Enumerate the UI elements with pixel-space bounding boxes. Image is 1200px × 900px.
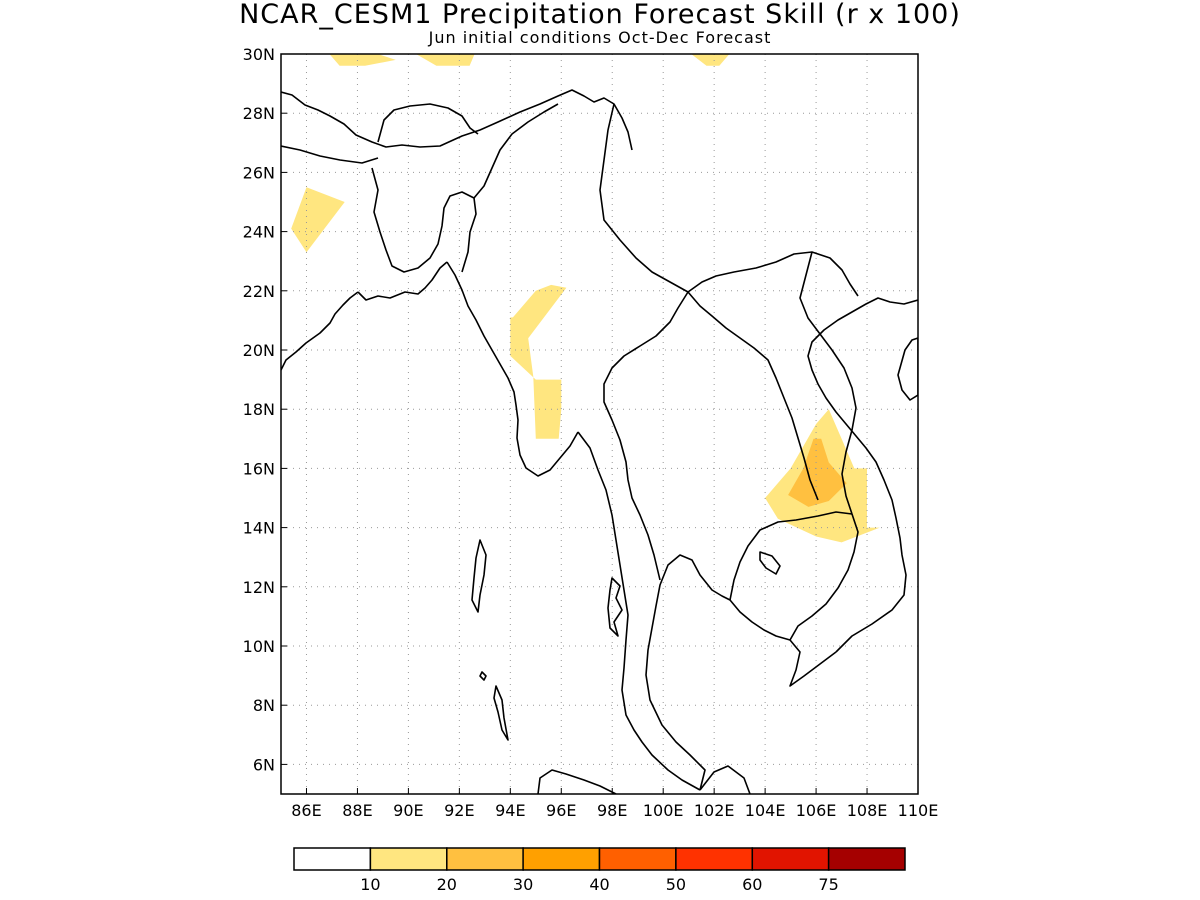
skill-region-4 — [291, 187, 345, 253]
myanmar-thailand-border — [603, 291, 689, 581]
lat-tick-label: 18N — [243, 400, 275, 419]
malaysia-coast — [699, 765, 751, 794]
colorbar-bin-4 — [522, 847, 601, 871]
colorbar-label: 30 — [513, 875, 533, 894]
skill-region-2 — [416, 54, 475, 66]
lon-tick-label: 110E — [898, 801, 939, 820]
longitude-tick-labels: 86E 88E 90E 92E 94E 96E 98E 100E 102E 104E 106E 108… — [291, 801, 938, 820]
cambodia-vietnam-border — [789, 513, 859, 641]
lon-tick-label: 92E — [444, 801, 474, 820]
colorbar-label: 60 — [742, 875, 762, 894]
lat-tick-label: 28N — [243, 104, 275, 123]
colorbar-label: 50 — [666, 875, 686, 894]
lat-tick-label: 16N — [243, 459, 275, 478]
lat-tick-label: 30N — [243, 45, 275, 64]
andaman-islands-south — [479, 671, 487, 681]
skill-region-7 — [788, 438, 847, 507]
colorbar-label: 20 — [437, 875, 457, 894]
lat-tick-label: 10N — [243, 637, 275, 656]
lat-tick-label: 8N — [253, 696, 275, 715]
tonle-sap-lake — [759, 551, 781, 575]
andaman-islands — [471, 539, 487, 613]
lon-tick-label: 102E — [694, 801, 735, 820]
colorbar-bin-6 — [675, 847, 754, 871]
myanmar-china-border — [599, 103, 689, 293]
laos-vietnam-north-border — [687, 251, 859, 297]
map-subtitle: Jun initial conditions Oct-Dec Forecast — [428, 28, 772, 47]
colorbar-bin-3 — [446, 847, 524, 871]
skill-region-5 — [492, 284, 577, 439]
lat-tick-label: 26N — [243, 163, 275, 182]
lat-tick-label: 24N — [243, 223, 275, 242]
hainan-coast — [897, 337, 918, 401]
lat-tick-label: 14N — [243, 519, 275, 538]
colorbar-bin-8 — [827, 847, 906, 871]
sumatra-coast — [537, 769, 617, 794]
gulf-of-thailand-coast — [645, 554, 837, 791]
lon-tick-label: 108E — [847, 801, 888, 820]
bhutan-border — [377, 103, 479, 143]
lon-tick-label: 104E — [745, 801, 786, 820]
colorbar: 10 20 30 40 50 60 75 — [293, 847, 906, 894]
lon-tick-label: 106E — [796, 801, 837, 820]
colorbar-label: 75 — [818, 875, 838, 894]
latitude-tick-labels: 6N 8N 10N 12N 14N 16N 18N 20N 22N 24N 26N 28N 30N — [243, 45, 275, 774]
thailand-cambodia-border — [729, 511, 853, 601]
peninsula-west-coast — [577, 431, 701, 791]
lat-tick-label: 20N — [243, 341, 275, 360]
colorbar-bin-5 — [598, 847, 677, 871]
bangladesh-coast — [357, 261, 448, 301]
skill-shading-layer — [291, 54, 880, 543]
nepal-bhutan-border — [281, 89, 633, 151]
skill-region-1 — [329, 54, 396, 66]
myanmar-india-border — [473, 103, 559, 199]
bangladesh-border — [371, 167, 477, 273]
colorbar-bin-7 — [751, 847, 830, 871]
lon-tick-label: 86E — [291, 801, 321, 820]
colorbar-bin-2 — [369, 847, 448, 871]
lat-tick-label: 22N — [243, 282, 275, 301]
lon-tick-label: 100E — [643, 801, 684, 820]
skill-region-3 — [691, 54, 730, 66]
coastlines-and-borders — [281, 89, 918, 794]
nepal-south-border — [281, 145, 379, 164]
colorbar-bin-1 — [293, 847, 372, 871]
graticule — [281, 53, 919, 794]
myanmar-west-coast — [446, 261, 579, 477]
mergui-archipelago — [607, 577, 623, 637]
lon-tick-label: 90E — [393, 801, 423, 820]
lon-tick-label: 94E — [495, 801, 525, 820]
india-east-coast — [281, 291, 359, 371]
lat-tick-label: 6N — [253, 755, 275, 774]
nicobar-islands — [493, 685, 509, 741]
lon-tick-label: 98E — [597, 801, 627, 820]
colorbar-label: 40 — [589, 875, 609, 894]
laos-vietnam-border — [799, 251, 857, 515]
map-title: NCAR_CESM1 Precipitation Forecast Skill … — [239, 0, 961, 30]
vietnam-coast — [807, 297, 918, 653]
lat-tick-label: 12N — [243, 578, 275, 597]
colorbar-label: 10 — [360, 875, 380, 894]
lon-tick-label: 96E — [546, 801, 576, 820]
laos-thailand-border — [687, 291, 819, 501]
lon-tick-label: 88E — [342, 801, 372, 820]
plot-frame — [280, 53, 919, 795]
